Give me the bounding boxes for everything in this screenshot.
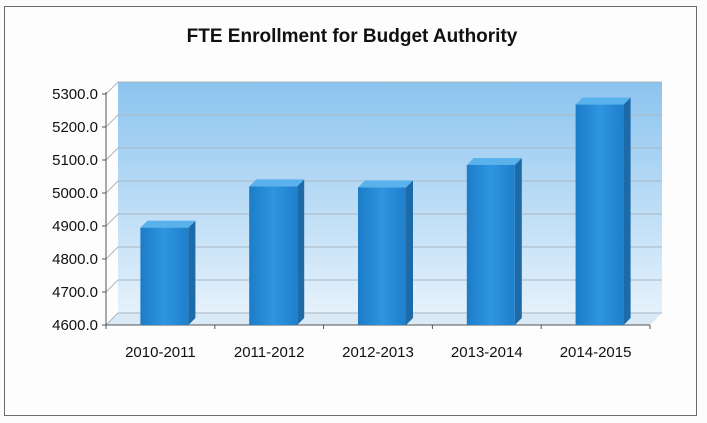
x-tick-label: 2011-2012	[234, 344, 305, 361]
bar	[358, 187, 406, 325]
y-tick-label: 4600.0	[52, 317, 98, 334]
bar-side	[188, 220, 196, 325]
gridline	[105, 81, 662, 95]
bar-top	[575, 97, 631, 105]
y-tick-label: 5000.0	[52, 185, 98, 202]
gridline	[105, 147, 662, 161]
y-tick-label: 5100.0	[52, 152, 98, 169]
x-tick-label: 2010-2011	[125, 344, 196, 361]
bar-side	[623, 97, 631, 325]
plot-area: 4600.0 4700.0 4800.0 4900.0 5000.0 5100.0 5200…	[52, 81, 662, 361]
bar-side	[514, 157, 522, 325]
gridline	[105, 114, 662, 128]
bar	[466, 164, 515, 325]
y-tick-label: 5200.0	[52, 119, 98, 136]
bar	[575, 104, 624, 325]
bar-top	[140, 220, 196, 228]
bar	[140, 227, 189, 325]
chart-title: FTE Enrollment for Budget Authority	[187, 26, 518, 47]
bar-side	[297, 179, 305, 325]
y-tick-label: 5300.0	[52, 86, 98, 103]
bar-top	[466, 157, 522, 165]
x-tick-label: 2012-2013	[342, 344, 414, 361]
y-tick-label: 4900.0	[52, 218, 98, 235]
bar-top	[358, 180, 413, 188]
x-tick-label: 2013-2014	[451, 344, 523, 361]
y-tick-label: 4700.0	[52, 284, 98, 301]
y-tick-label: 4800.0	[52, 251, 98, 268]
x-tick-label: 2014-2015	[560, 344, 632, 361]
bar-side	[406, 180, 413, 325]
bar-top	[249, 179, 305, 187]
bar	[249, 186, 298, 325]
